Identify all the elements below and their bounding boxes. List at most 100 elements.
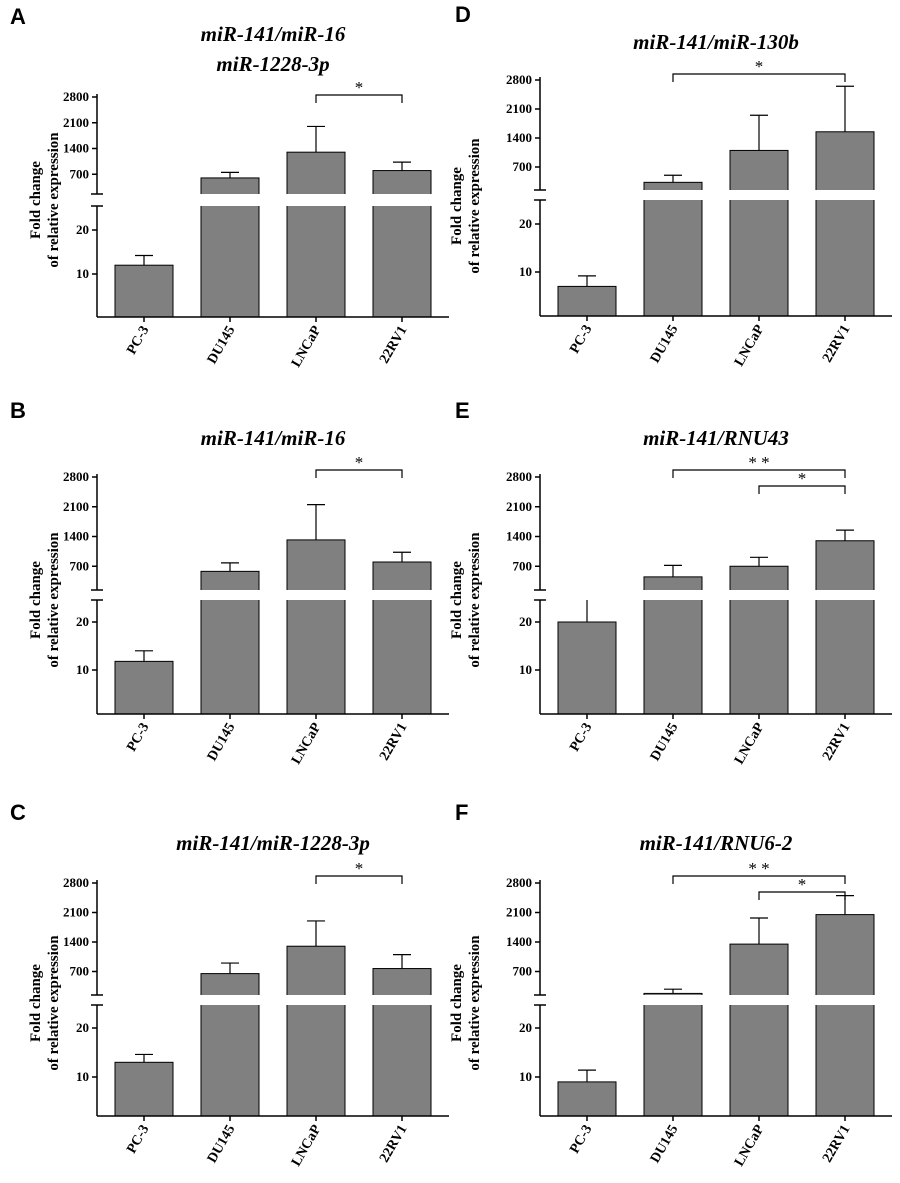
axis-break (532, 995, 896, 1005)
y-tick-label: 20 (76, 614, 89, 629)
significance-bracket (758, 485, 846, 494)
significance-label: * (755, 57, 764, 76)
y-tick-label: 10 (519, 264, 532, 279)
bar-pc-3 (114, 660, 174, 715)
panel-letter: D (455, 2, 471, 27)
y-tick-label: 1400 (506, 934, 532, 949)
bar-du145 (200, 973, 260, 1117)
bar-22rv1 (815, 914, 875, 1117)
chart-title: miR-141/miR-130b (633, 30, 799, 54)
bar-lncap (286, 151, 346, 318)
bar-lncap (286, 945, 346, 1117)
y-tick-label: 1400 (63, 934, 89, 949)
y-tick-label: 700 (513, 964, 533, 979)
x-tick-label: PC-3 (567, 721, 595, 755)
bar-pc-3 (557, 285, 617, 317)
y-tick-label: 10 (519, 662, 532, 677)
significance-label: * (355, 78, 364, 97)
significance-label: * (798, 875, 807, 894)
y-axis-label: Fold change (449, 167, 465, 245)
y-axis-label: Fold change (28, 161, 44, 239)
bar-22rv1 (372, 170, 432, 318)
x-tick-label: 22RV1 (377, 1123, 410, 1166)
significance-label: * (798, 469, 807, 488)
x-tick-label: PC-3 (124, 721, 152, 755)
bar-22rv1 (815, 540, 875, 715)
bar-pc-3 (557, 1081, 617, 1117)
y-tick-label: 1400 (63, 141, 89, 156)
y-tick-label: 700 (513, 558, 533, 573)
x-tick-label: LNCaP (289, 1122, 325, 1169)
significance-bracket (758, 891, 846, 900)
x-tick-label: LNCaP (289, 720, 325, 767)
x-tick-label: DU145 (205, 324, 239, 367)
x-tick-label: DU145 (648, 323, 682, 366)
y-axis-label: of relative expression (46, 935, 62, 1071)
panel-letter: F (455, 800, 468, 825)
y-tick-label: 10 (76, 1069, 89, 1084)
chart-title: miR-141/miR-16 (201, 22, 346, 46)
bar-lncap (729, 565, 789, 715)
x-tick-label: DU145 (648, 1123, 682, 1166)
y-tick-label: 1400 (63, 529, 89, 544)
y-tick-label: 2100 (63, 115, 89, 130)
x-tick-label: LNCaP (732, 720, 768, 767)
y-tick-label: 700 (513, 159, 533, 174)
y-tick-label: 2800 (63, 89, 89, 104)
panel-letter: C (10, 800, 26, 825)
y-tick-label: 700 (70, 558, 90, 573)
x-tick-label: 22RV1 (820, 323, 853, 366)
bar-22rv1 (372, 561, 432, 715)
x-tick-label: PC-3 (124, 1123, 152, 1157)
significance-bracket (672, 469, 846, 478)
y-tick-label: 2100 (63, 905, 89, 920)
significance-label: * (355, 859, 364, 878)
significance-bracket (315, 94, 403, 103)
chart-title: miR-141/RNU43 (643, 426, 789, 450)
y-axis-label: of relative expression (467, 532, 483, 668)
x-tick-label: 22RV1 (820, 721, 853, 764)
significance-label: * * (748, 453, 769, 472)
bar-pc-3 (114, 264, 174, 318)
y-tick-label: 2100 (63, 499, 89, 514)
y-tick-label: 2100 (506, 101, 532, 116)
y-tick-label: 20 (519, 216, 532, 231)
significance-bracket (315, 469, 403, 478)
x-tick-label: DU145 (205, 721, 239, 764)
y-tick-label: 20 (519, 1020, 532, 1035)
axis-break (89, 590, 453, 600)
y-axis-label: of relative expression (467, 935, 483, 1071)
bar-pc-3 (114, 1061, 174, 1117)
y-tick-label: 2100 (506, 499, 532, 514)
y-tick-label: 20 (76, 1020, 89, 1035)
y-tick-label: 2800 (63, 469, 89, 484)
bar-lncap (729, 149, 789, 317)
y-tick-label: 10 (76, 266, 89, 281)
bar-lncap (286, 539, 346, 715)
y-tick-label: 1400 (506, 529, 532, 544)
significance-bracket (315, 875, 403, 884)
y-axis-label: of relative expression (46, 532, 62, 668)
y-tick-label: 2100 (506, 905, 532, 920)
bar-22rv1 (815, 131, 875, 317)
y-axis-label: Fold change (449, 561, 465, 639)
panel-letter: E (455, 398, 470, 423)
significance-bracket (672, 875, 846, 884)
x-tick-label: 22RV1 (377, 324, 410, 367)
y-axis-label: of relative expression (467, 138, 483, 274)
axis-break (89, 995, 453, 1005)
y-axis-label: Fold change (449, 964, 465, 1042)
y-tick-label: 700 (70, 964, 90, 979)
panel-letter: A (10, 4, 26, 29)
y-tick-label: 20 (76, 222, 89, 237)
y-tick-label: 700 (70, 166, 90, 181)
y-axis-label: Fold change (28, 964, 44, 1042)
x-tick-label: 22RV1 (377, 721, 410, 764)
panel-letter: B (10, 398, 26, 423)
